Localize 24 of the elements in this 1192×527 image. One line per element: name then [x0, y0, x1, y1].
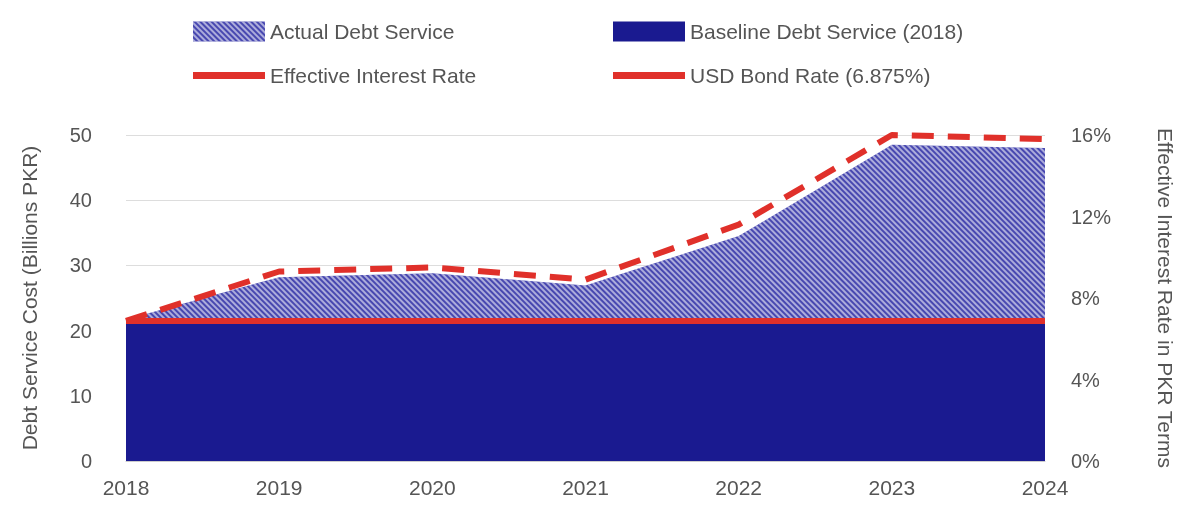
legend-label: Effective Interest Rate: [270, 64, 477, 87]
legend-label: USD Bond Rate (6.875%): [690, 64, 931, 87]
y-axis-title: Debt Service Cost (Billions PKR): [18, 145, 41, 451]
x-tick-label: 2020: [408, 476, 456, 499]
x-tick-label: 2019: [255, 476, 303, 499]
y2-tick-label: 0%: [1071, 450, 1101, 472]
y2-tick-label: 8%: [1071, 287, 1101, 309]
y-tick-label: 40: [69, 189, 92, 212]
y2-axis-title: Effective Interest Rate in PKR Terms: [1154, 127, 1177, 469]
y-tick-label: 0: [80, 450, 92, 472]
y-tick-label: 10: [69, 384, 92, 407]
x-tick-label: 2024: [1021, 476, 1069, 499]
legend-label: Actual Debt Service: [270, 20, 455, 43]
y-tick-label: 30: [69, 254, 92, 277]
y-tick-label: 20: [69, 319, 92, 342]
y2-tick-label: 16%: [1071, 124, 1112, 146]
y2-tick-label: 12%: [1071, 205, 1112, 228]
legend-label: Baseline Debt Service (2018): [690, 20, 964, 43]
y2-tick-label: 4%: [1071, 368, 1101, 391]
x-tick-label: 2022: [715, 476, 763, 499]
x-tick-label: 2018: [102, 476, 150, 499]
y-tick-label: 50: [69, 124, 92, 146]
x-tick-label: 2021: [562, 476, 609, 499]
x-tick-label: 2023: [868, 476, 916, 499]
